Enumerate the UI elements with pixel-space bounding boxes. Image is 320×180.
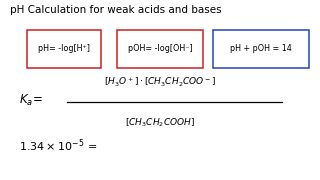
- Text: $1.34 \times 10^{-5}$ =: $1.34 \times 10^{-5}$ =: [19, 138, 97, 154]
- FancyBboxPatch shape: [213, 30, 309, 68]
- FancyBboxPatch shape: [117, 30, 203, 68]
- Text: pH + pOH = 14: pH + pOH = 14: [230, 44, 292, 53]
- FancyBboxPatch shape: [27, 30, 101, 68]
- Text: $[H_3O^+] \cdot [CH_3CH_2COO^-]$: $[H_3O^+] \cdot [CH_3CH_2COO^-]$: [104, 76, 216, 89]
- Text: pH Calculation for weak acids and bases: pH Calculation for weak acids and bases: [10, 5, 221, 15]
- Text: $\mathit{K_a}$=: $\mathit{K_a}$=: [19, 93, 43, 108]
- Text: pOH= -log[OH⁻]: pOH= -log[OH⁻]: [128, 44, 192, 53]
- Text: pH= -log[H⁺]: pH= -log[H⁺]: [38, 44, 90, 53]
- Text: $[CH_3CH_2COOH]$: $[CH_3CH_2COOH]$: [125, 116, 195, 129]
